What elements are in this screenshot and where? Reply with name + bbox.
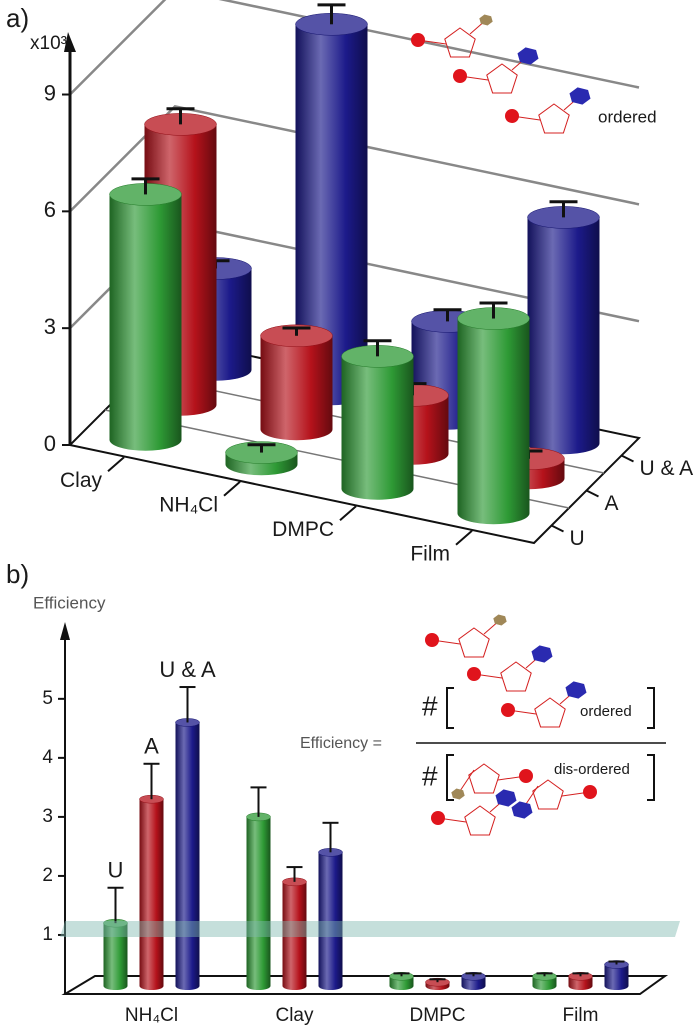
formula-symbol: # <box>422 690 438 721</box>
bar <box>457 318 530 514</box>
series-label: U <box>108 858 124 883</box>
base <box>451 788 465 800</box>
y-tick-label: 1 <box>42 924 53 945</box>
base <box>565 681 587 699</box>
row-tick <box>586 489 599 498</box>
y-tick-label: 9 <box>44 80 56 105</box>
row-label: A <box>605 492 619 515</box>
y-tick-label: 3 <box>44 314 56 339</box>
sugar-ring <box>458 627 490 658</box>
sugar-ring <box>444 27 476 58</box>
row-tick <box>551 524 564 533</box>
series-label: U & A <box>159 657 216 682</box>
base <box>479 14 493 26</box>
axis-arrow <box>60 622 70 640</box>
bracket <box>446 754 454 801</box>
phosphate <box>411 33 425 47</box>
sugar-ring <box>538 103 570 134</box>
y-tick-label: 3 <box>42 806 53 827</box>
sugar-ring <box>500 661 532 692</box>
x-tick <box>107 456 125 473</box>
phosphate <box>425 633 439 647</box>
bar <box>246 816 271 986</box>
panel-label: a) <box>6 3 29 33</box>
bar <box>103 923 128 986</box>
sugar-ring <box>534 697 566 728</box>
formula-lhs: Efficiency = <box>300 735 382 752</box>
bar <box>389 976 414 986</box>
grid-line <box>69 0 640 96</box>
phosphate <box>501 703 515 717</box>
x-tick <box>223 480 241 497</box>
row-tick <box>621 454 634 463</box>
phosphate <box>519 769 533 783</box>
base <box>569 87 591 105</box>
annotation: ordered <box>598 107 657 126</box>
x-tick <box>455 529 473 546</box>
panel-label: b) <box>6 559 29 589</box>
x-tick-label: NH₄Cl <box>125 1005 178 1026</box>
phosphate <box>453 69 467 83</box>
bar <box>175 722 200 986</box>
base <box>517 47 539 65</box>
sugar-ring <box>464 805 496 836</box>
sugar-ring <box>486 63 518 94</box>
y-tick-label: 0 <box>44 431 56 456</box>
y-tick-label: 5 <box>42 688 53 709</box>
row-label: U & A <box>640 457 694 480</box>
y-tick-label: 6 <box>44 197 56 222</box>
base <box>511 801 533 819</box>
phosphate <box>583 785 597 799</box>
bar <box>568 976 593 986</box>
grid-line <box>69 104 640 213</box>
base <box>531 645 553 663</box>
y-axis-label: x10³ <box>30 33 67 54</box>
x-tick-label: Clay <box>60 469 103 492</box>
bracket <box>446 687 454 729</box>
denominator-label: dis-ordered <box>554 761 630 778</box>
base <box>495 789 517 807</box>
bar <box>139 799 164 986</box>
bar <box>341 356 414 489</box>
bracket <box>647 687 655 729</box>
base <box>493 614 507 626</box>
threshold-band <box>60 920 680 937</box>
axis-arrow <box>64 32 76 52</box>
floor <box>61 975 669 995</box>
bar <box>260 335 333 430</box>
bar <box>532 976 557 986</box>
y-axis-label: Efficiency <box>33 593 106 612</box>
x-tick-label: DMPC <box>272 518 334 541</box>
y-tick-label: 4 <box>42 747 53 768</box>
row-label: U <box>570 527 585 550</box>
bar <box>604 964 629 986</box>
x-tick-label: Film <box>563 1005 599 1026</box>
series-label: A <box>144 734 159 759</box>
numerator-label: ordered <box>580 703 632 720</box>
phosphate <box>467 667 481 681</box>
sugar-ring <box>468 763 500 794</box>
bracket <box>647 754 655 801</box>
y-tick-label: 2 <box>42 865 53 886</box>
x-tick-label: Film <box>410 542 450 565</box>
phosphate <box>431 811 445 825</box>
bar <box>318 852 343 986</box>
sugar-ring <box>532 779 564 810</box>
bar <box>527 217 600 444</box>
x-tick <box>339 505 357 522</box>
x-tick-label: NH₄Cl <box>159 493 218 516</box>
bar <box>282 881 307 986</box>
phosphate <box>505 109 519 123</box>
bar <box>109 194 182 440</box>
x-tick-label: Clay <box>275 1005 314 1026</box>
formula-symbol: # <box>422 760 438 791</box>
bar <box>461 976 486 986</box>
x-tick-label: DMPC <box>410 1005 466 1026</box>
